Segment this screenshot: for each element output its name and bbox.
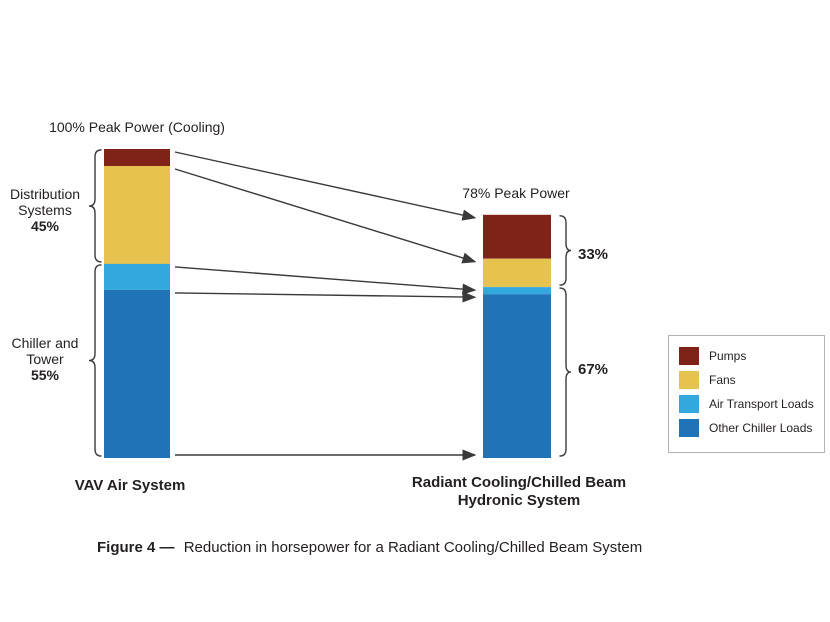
group-label-distribution-systems: Distribution Systems 45% (2, 186, 88, 234)
bar-1-segment-pumps (483, 214, 551, 259)
bar-1-segment-fans (483, 258, 551, 288)
legend-item-pumps: Pumps (679, 347, 816, 365)
left-bar-title: 100% Peak Power (Cooling) (49, 119, 225, 135)
group-label-distribution-percent: 45% (30, 218, 60, 234)
group-label-distribution-text: Distribution Systems (9, 186, 81, 218)
bar-1-segment-other_chiller (483, 294, 551, 458)
group-label-chiller-tower: Chiller and Tower 55% (2, 335, 88, 383)
legend-swatch-air-transport-loads (679, 395, 699, 413)
flow-arrow-2 (174, 266, 477, 295)
bar-0-segment-air_transport (104, 263, 170, 290)
figure-caption-text: Reduction in horsepower for a Radiant Co… (183, 539, 643, 556)
left-bracket-0 (88, 149, 102, 263)
legend-label-other-chiller-loads: Other Chiller Loads (709, 421, 813, 435)
figure-caption: Figure 4 — Reduction in horsepower for a… (97, 539, 642, 556)
figure-caption-number: Figure 4 — (97, 539, 175, 556)
bar-1-segment-air_transport (483, 287, 551, 295)
right-bar-title: 78% Peak Power (462, 185, 570, 201)
left-bracket-1 (88, 264, 102, 457)
flow-arrow-1 (174, 168, 477, 264)
legend-swatch-other-chiller-loads (679, 419, 699, 437)
group-label-chiller-text: Chiller and Tower (11, 335, 79, 367)
bar-0-segment-fans (104, 166, 170, 264)
legend-item-fans: Fans (679, 371, 816, 389)
legend-swatch-fans (679, 371, 699, 389)
legend-label-fans: Fans (709, 373, 736, 387)
group-label-chiller-percent: 55% (30, 367, 60, 383)
legend-label-pumps: Pumps (709, 349, 747, 363)
legend-item-air-transport-loads: Air Transport Loads (679, 395, 816, 413)
category-label-radiant-hydronic-system: Radiant Cooling/Chilled Beam Hydronic Sy… (411, 474, 627, 509)
legend: Pumps Fans Air Transport Loads Other Chi… (668, 335, 825, 453)
flow-arrow-3 (174, 291, 477, 303)
right-bracket-0 (559, 215, 572, 286)
bar-0-segment-pumps (104, 149, 170, 166)
right-bracket-1 (559, 287, 572, 457)
category-label-vav-air-system: VAV Air System (74, 477, 186, 494)
legend-swatch-pumps (679, 347, 699, 365)
legend-item-other-chiller-loads: Other Chiller Loads (679, 419, 816, 437)
legend-label-air-transport-loads: Air Transport Loads (709, 397, 814, 411)
bar-0-segment-other_chiller (104, 289, 170, 458)
right-bracket-percent-67: 67% (578, 361, 609, 378)
right-bracket-percent-33: 33% (578, 246, 609, 263)
flow-arrow-0 (174, 151, 477, 221)
